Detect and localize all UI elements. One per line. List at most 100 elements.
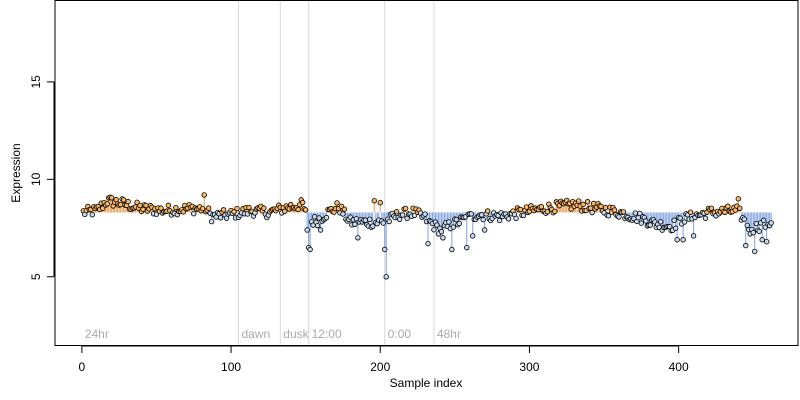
- data-point: [208, 218, 215, 225]
- data-point: [763, 238, 770, 245]
- data-point: [317, 227, 324, 233]
- data-point: [737, 205, 743, 211]
- data-point: [140, 206, 146, 213]
- data-point: [117, 201, 124, 208]
- data-point: [725, 203, 731, 209]
- data-point: [158, 205, 164, 211]
- data-point: [468, 211, 474, 217]
- phase-label-48hr: 48hr: [437, 327, 461, 341]
- data-point: [377, 200, 383, 206]
- data-point: [505, 216, 512, 222]
- data-point: [587, 205, 594, 211]
- data-point: [523, 204, 530, 210]
- x-tick-label: 0: [79, 360, 86, 374]
- data-point: [453, 216, 460, 223]
- data-point: [481, 227, 488, 233]
- data-point: [638, 220, 645, 226]
- y-tick-label: 15: [29, 75, 43, 89]
- data-point: [362, 217, 369, 223]
- data-point: [134, 199, 140, 206]
- data-point: [647, 222, 653, 228]
- x-tick-label: 400: [669, 360, 689, 374]
- data-point: [355, 235, 361, 241]
- data-point: [743, 242, 749, 249]
- plot-area-frame: [54, 0, 799, 346]
- data-point: [744, 222, 750, 228]
- data-point: [431, 227, 437, 233]
- data-point: [674, 237, 680, 243]
- data-point: [605, 213, 612, 219]
- data-point: [231, 209, 237, 215]
- phase-label-dawn: dawn: [242, 327, 271, 341]
- data-point: [307, 246, 313, 253]
- data-point: [464, 244, 470, 251]
- data-point: [299, 199, 306, 206]
- data-point: [334, 200, 340, 206]
- data-point: [402, 205, 409, 212]
- data-point: [89, 211, 95, 218]
- phase-label-24hr: 24hr: [85, 327, 109, 341]
- data-point: [446, 219, 452, 225]
- x-axis: 0 100 200 300 400: [79, 345, 689, 374]
- data-point: [584, 199, 591, 205]
- data-point: [261, 205, 267, 211]
- data-point: [671, 217, 677, 223]
- data-point: [234, 205, 240, 212]
- data-point: [672, 225, 679, 231]
- data-point: [104, 201, 110, 207]
- y-tick-label: 10: [29, 172, 43, 186]
- data-point: [496, 217, 503, 224]
- data-point: [386, 218, 392, 225]
- data-point: [760, 217, 767, 224]
- data-point: [620, 209, 627, 215]
- data-point: [513, 215, 519, 222]
- data-point: [616, 214, 622, 220]
- data-point: [316, 215, 322, 221]
- data-point: [538, 204, 545, 210]
- series-points: [80, 192, 774, 280]
- data-point: [544, 209, 551, 215]
- data-point: [598, 203, 604, 210]
- data-point: [341, 206, 348, 212]
- y-tick-label: 5: [29, 273, 43, 280]
- data-point: [108, 195, 115, 201]
- phase-label-1200: 12:00: [312, 327, 342, 341]
- data-point: [314, 222, 321, 229]
- data-point: [282, 208, 288, 214]
- data-point: [632, 210, 639, 216]
- data-point: [552, 208, 558, 215]
- data-point: [371, 198, 377, 204]
- data-point: [741, 216, 747, 222]
- data-point: [382, 246, 388, 253]
- data-point: [220, 207, 227, 213]
- data-point: [311, 214, 318, 220]
- data-point: [450, 224, 457, 230]
- data-point: [438, 228, 445, 235]
- data-point: [380, 220, 386, 226]
- data-point: [756, 228, 762, 235]
- data-point: [323, 214, 330, 221]
- data-point: [125, 198, 131, 205]
- y-axis-label: Expression: [9, 143, 23, 202]
- data-point: [470, 233, 476, 239]
- data-point: [370, 223, 376, 229]
- data-point: [677, 215, 683, 221]
- data-point: [602, 205, 609, 211]
- phase-label-000: 0:00: [388, 327, 412, 341]
- data-point: [517, 206, 524, 213]
- data-point: [340, 211, 346, 217]
- data-point: [575, 198, 582, 204]
- data-point: [735, 196, 742, 202]
- data-point: [393, 209, 400, 215]
- x-tick-label: 300: [519, 360, 539, 374]
- data-point: [456, 220, 463, 227]
- data-point: [383, 274, 389, 280]
- data-point: [708, 205, 715, 211]
- data-point: [681, 219, 688, 225]
- x-tick-label: 100: [221, 360, 241, 374]
- data-point: [434, 222, 440, 228]
- data-point: [768, 220, 774, 226]
- y-axis: 5 10 15: [29, 75, 55, 280]
- data-point: [304, 227, 310, 233]
- data-point: [449, 246, 455, 253]
